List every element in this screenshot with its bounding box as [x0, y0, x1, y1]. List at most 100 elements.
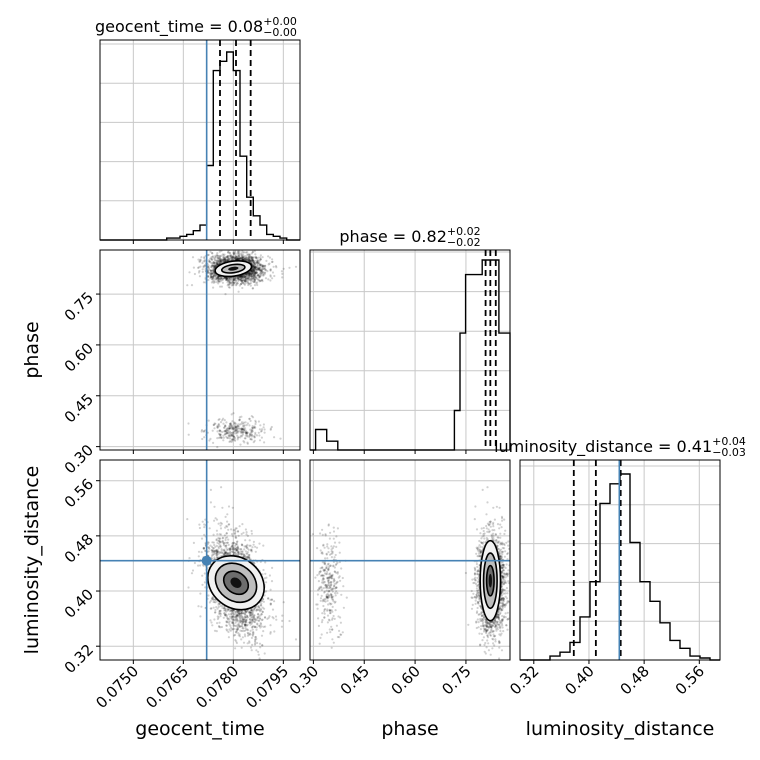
- scatter-point: [245, 280, 248, 283]
- scatter-point: [241, 275, 244, 278]
- scatter-point: [238, 635, 242, 638]
- scatter-point: [238, 275, 241, 279]
- scatter-point: [232, 427, 235, 430]
- scatter-point: [238, 416, 241, 419]
- scatter-point: [251, 255, 254, 259]
- scatter-point: [234, 279, 237, 282]
- scatter-point: [234, 612, 237, 616]
- scatter-point: [259, 430, 263, 433]
- scatter-point: [257, 274, 260, 277]
- scatter-point: [251, 634, 254, 637]
- scatter-point: [237, 277, 240, 280]
- scatter-point: [262, 274, 265, 277]
- scatter-point: [232, 622, 235, 625]
- scatter-point: [262, 630, 265, 633]
- scatter-point: [247, 281, 250, 284]
- scatter-point: [264, 277, 268, 280]
- scatter-point: [201, 437, 204, 441]
- scatter-point: [223, 277, 226, 280]
- scatter-point: [248, 424, 251, 427]
- scatter-point: [216, 533, 219, 536]
- scatter-point: [250, 260, 253, 263]
- scatter-point: [288, 619, 291, 623]
- scatter-point: [251, 258, 254, 262]
- scatter-point: [220, 276, 223, 279]
- scatter-point: [224, 424, 227, 427]
- scatter-point: [254, 272, 257, 275]
- scatter-point: [227, 279, 230, 282]
- scatter-point: [226, 259, 229, 262]
- scatter-point: [251, 274, 254, 277]
- scatter-point: [243, 545, 246, 548]
- scatter-point: [233, 421, 236, 424]
- scatter-point: [245, 431, 248, 434]
- scatter-point: [282, 267, 285, 270]
- scatter-point: [211, 255, 214, 259]
- scatter-point: [216, 430, 219, 433]
- scatter-point: [254, 640, 257, 643]
- scatter-point: [254, 266, 257, 269]
- scatter-point: [256, 263, 259, 267]
- scatter-point: [234, 426, 237, 429]
- scatter-point: [213, 629, 217, 632]
- scatter-point: [244, 277, 248, 280]
- scatter-point: [229, 615, 232, 618]
- scatter-point: [211, 429, 214, 432]
- scatter-point: [253, 269, 256, 272]
- scatter-point: [238, 427, 241, 430]
- scatter-point: [248, 257, 251, 260]
- scatter-point: [237, 278, 240, 281]
- scatter-point: [223, 419, 226, 422]
- scatter-point: [226, 277, 229, 280]
- scatter-point: [230, 282, 233, 285]
- scatter-point: [252, 540, 255, 544]
- scatter-point: [216, 607, 219, 610]
- scatter-point: [199, 564, 202, 567]
- scatter-point: [209, 607, 212, 610]
- scatter-point: [232, 253, 235, 256]
- scatter-point: [220, 260, 223, 263]
- scatter-point: [215, 539, 218, 542]
- scatter-point: [257, 278, 260, 281]
- scatter-point: [227, 434, 230, 437]
- scatter-point: [217, 537, 220, 540]
- scatter-point: [242, 430, 245, 434]
- scatter-point: [222, 616, 225, 619]
- scatter-point: [259, 622, 262, 625]
- scatter-point: [231, 431, 234, 434]
- scatter-point: [256, 283, 259, 287]
- scatter-point: [207, 419, 210, 422]
- scatter-point: [253, 562, 256, 565]
- scatter-point: [269, 588, 272, 591]
- scatter-point: [257, 256, 260, 259]
- scatter-point: [235, 426, 238, 429]
- scatter-point: [255, 276, 258, 279]
- scatter-point: [254, 268, 257, 271]
- scatter-point: [235, 527, 238, 530]
- scatter-point: [260, 634, 264, 637]
- scatter-point: [251, 427, 254, 430]
- scatter-point: [201, 270, 204, 273]
- scatter-point: [249, 432, 252, 435]
- scatter-point: [226, 258, 229, 261]
- scatter-point: [209, 619, 212, 622]
- scatter-point: [219, 261, 222, 264]
- scatter-point: [257, 267, 260, 270]
- scatter-point: [262, 625, 265, 629]
- scatter-point: [228, 424, 231, 427]
- scatter-point: [226, 520, 229, 523]
- scatter-point: [242, 425, 246, 428]
- scatter-point: [251, 416, 255, 419]
- scatter-point: [248, 621, 251, 624]
- scatter-point: [212, 286, 215, 289]
- scatter-point: [232, 435, 235, 438]
- scatter-point: [203, 581, 206, 584]
- scatter-point: [192, 266, 195, 269]
- scatter-point: [214, 254, 217, 257]
- scatter-point: [236, 257, 240, 260]
- scatter-point: [228, 435, 231, 438]
- scatter-point: [227, 543, 230, 547]
- scatter-point: [224, 276, 227, 279]
- scatter-point: [227, 505, 231, 508]
- scatter-point: [254, 638, 257, 641]
